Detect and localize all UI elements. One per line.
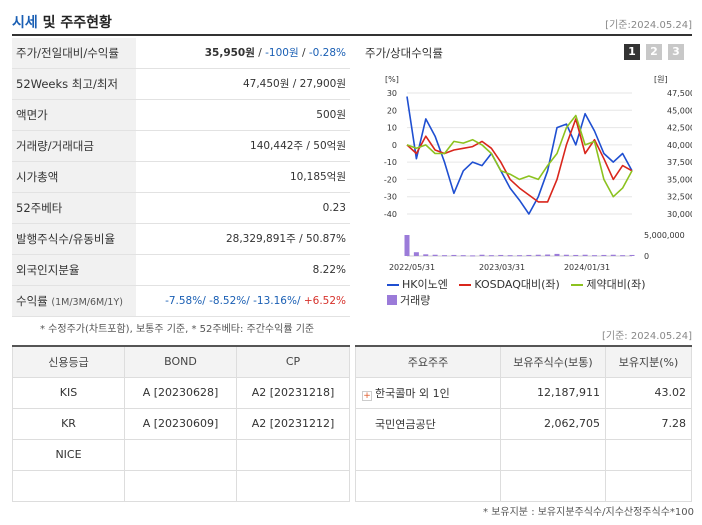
legend-item-hk: HK이노엔 [387, 276, 448, 292]
price-info-table: 주가/전일대비/수익률 35,950원 / -100원 / -0.28% 52W… [12, 38, 350, 317]
section-title: 시세 및 주주현황 [12, 15, 112, 31]
table-row: NICE [12, 438, 350, 471]
row-par: 액면가 500원 [12, 100, 350, 131]
volume-bar [620, 255, 626, 257]
credit-header: CP [236, 345, 350, 378]
table-row: KR A [20230609] A2 [20231212] [12, 407, 350, 440]
chart-page-1-button[interactable]: 1 [624, 44, 640, 60]
right-tick-label: 30,000 [667, 210, 692, 219]
series-line [406, 96, 633, 215]
footnote-right: * 보유지분 : 보유지분주식수/지수산정주식수*100 [483, 507, 694, 518]
x-tick-label: 2024/01/31 [564, 263, 610, 272]
credit-header: 신용등급 [12, 345, 125, 378]
table-row: + 한국콜마 외 1인 12,187,911 43.02 [355, 376, 692, 409]
section-header: 시세 및 주주현황 [기준:2024.05.24] [12, 10, 692, 36]
right-tick-label: 45,000 [667, 106, 692, 115]
table-row [355, 469, 692, 502]
row-volume: 거래량/거래대금 140,442주 / 50억원 [12, 131, 350, 162]
volume-tick-label: 0 [644, 252, 649, 261]
left-tick-label: -30 [384, 193, 397, 202]
row-shares: 발행주식수/유동비율 28,329,891주 / 50.87% [12, 224, 350, 255]
x-tick-label: 2023/03/31 [479, 263, 525, 272]
basis-date: [기준:2024.05.24] [605, 20, 692, 31]
volume-tick-label: 5,000,000 [644, 231, 685, 240]
volume-bar [545, 254, 551, 256]
volume-bar [592, 255, 597, 257]
volume-bar [451, 254, 457, 256]
volume-bar [526, 254, 532, 256]
row-beta: 52주베타 0.23 [12, 193, 350, 224]
series-line [406, 114, 633, 198]
chart-page-3-button[interactable]: 3 [668, 44, 684, 60]
volume-bar [413, 252, 419, 256]
holders-header: 보유지분(%) [605, 345, 692, 378]
credit-rating-table: 신용등급 BOND CP KIS A [20230628] A2 [20231218… [12, 345, 350, 502]
left-tick-label: 20 [387, 106, 397, 115]
chart-panel: 3020100-10-20-30-4047,50045,00042,50040,… [357, 38, 692, 311]
table-row [12, 469, 350, 502]
right-tick-label: 35,000 [667, 175, 692, 184]
right-tick-label: 40,000 [667, 141, 692, 150]
table-row: KIS A [20230628] A2 [20231218] [12, 376, 350, 409]
volume-bar [507, 255, 513, 257]
legend-item-volume: 거래량 [387, 292, 430, 308]
volume-bar [563, 254, 569, 256]
volume-bar [610, 254, 616, 256]
series-line [406, 118, 633, 203]
left-tick-label: -20 [384, 175, 397, 184]
left-tick-label: 10 [387, 124, 397, 133]
volume-bar [573, 254, 579, 256]
volume-bar [460, 255, 466, 257]
expand-plus-icon[interactable]: + [362, 390, 372, 401]
right-tick-label: 37,500 [667, 158, 692, 167]
row-52w: 52Weeks 최고/최저 47,450원 / 27,900원 [12, 69, 350, 100]
volume-bar [470, 255, 476, 257]
volume-bar [442, 255, 447, 257]
footnote-left: * 수정주가(차트포함), 보통주 기준, * 52주베타: 주간수익률 기준 [40, 324, 315, 335]
right-unit-label: [원] [654, 75, 668, 84]
legend-item-pharma: 제약대비(좌) [571, 276, 646, 292]
left-unit-label: [%] [385, 75, 399, 84]
stock-chart: 30 20 10 0 -10 -20 -30 -40 47,500 45,000 42,500 40,… [384, 75, 692, 272]
right-tick-label: 32,500 [667, 193, 692, 202]
volume-bar [479, 254, 485, 256]
volume-bar [498, 254, 504, 256]
volume-bar [629, 254, 635, 256]
volume-bar [535, 254, 541, 256]
row-return: 수익률 (1M/3M/6M/1Y) -7.58%/ -8.52%/ -13.16… [12, 286, 350, 317]
holders-header: 보유주식수(보통) [500, 345, 606, 378]
volume-bar [517, 255, 522, 257]
table-row: 국민연금공단 2,062,705 7.28 [355, 407, 692, 440]
credit-header: BOND [124, 345, 237, 378]
x-tick-label: 2022/05/31 [389, 263, 435, 272]
basis-date-2: [기준: 2024.05.24] [601, 331, 692, 342]
volume-bar [582, 254, 588, 256]
holder-name-link[interactable]: 한국콜마 외 1인 [375, 386, 450, 400]
left-tick-label: 30 [387, 89, 397, 98]
chart-title: 주가/상대수익률 [365, 46, 443, 60]
row-price: 주가/전일대비/수익률 35,950원 / -100원 / -0.28% [12, 38, 350, 69]
table-row [355, 438, 692, 471]
volume-bar [554, 253, 560, 256]
left-tick-label: -40 [384, 210, 397, 219]
row-mcap: 시가총액 10,185억원 [12, 162, 350, 193]
volume-bar [488, 255, 494, 257]
volume-bar [404, 235, 410, 256]
holders-header: 주요주주 [355, 345, 501, 378]
left-tick-label: -10 [384, 158, 397, 167]
left-tick-label: 0 [392, 141, 397, 150]
right-tick-label: 42,500 [667, 124, 692, 133]
volume-bar [432, 254, 438, 256]
right-tick-label: 47,500 [667, 89, 692, 98]
volume-bar [601, 254, 607, 256]
volume-bar [423, 254, 429, 256]
chart-legend: HK이노엔 KOSDAQ대비(좌) 제약대비(좌) 거래량 [387, 276, 687, 308]
row-foreign: 외국인지분율 8.22% [12, 255, 350, 286]
chart-page-2-button[interactable]: 2 [646, 44, 662, 60]
major-holders-table: 주요주주 보유주식수(보통) 보유지분(%) + 한국콜마 외 1인 12,187… [355, 345, 692, 502]
legend-item-kosdaq: KOSDAQ대비(좌) [459, 276, 560, 292]
